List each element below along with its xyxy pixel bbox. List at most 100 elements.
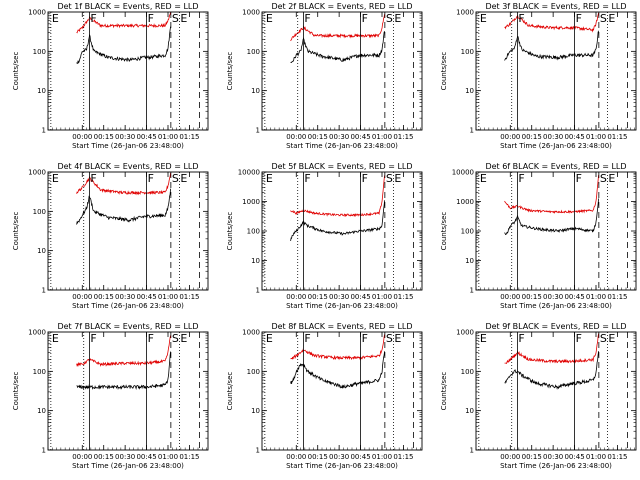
x-tick-label: 00:15 bbox=[522, 293, 542, 301]
marker-label: F bbox=[518, 332, 524, 345]
marker-label: S bbox=[386, 12, 393, 25]
x-tick-label: 00:30 bbox=[115, 293, 135, 301]
lld-series-line bbox=[504, 12, 599, 33]
marker-label: E bbox=[608, 172, 615, 185]
x-tick-label: 00:15 bbox=[308, 453, 328, 461]
x-tick-label: 00:45 bbox=[350, 453, 370, 461]
x-tick-label: 00:00 bbox=[72, 133, 92, 141]
x-tick-label: 01:15 bbox=[179, 453, 199, 461]
marker-label: F bbox=[148, 172, 154, 185]
x-tick-label: 00:15 bbox=[94, 293, 114, 301]
y-tick-label: 1000 bbox=[28, 9, 46, 17]
y-tick-label: 1000 bbox=[242, 9, 260, 17]
y-tick-label: 1 bbox=[470, 447, 474, 455]
marker-label: E bbox=[266, 332, 273, 345]
y-axis-label: Counts/sec bbox=[440, 52, 448, 91]
marker-label: E bbox=[394, 332, 401, 345]
y-tick-label: 100 bbox=[461, 48, 474, 56]
x-axis-label: Start Time (26-Jan-06 23:48:00) bbox=[72, 302, 184, 310]
x-tick-label: 01:00 bbox=[586, 453, 606, 461]
x-tick-label: 01:15 bbox=[607, 133, 627, 141]
y-tick-label: 100 bbox=[33, 368, 46, 376]
marker-label: E bbox=[394, 12, 401, 25]
y-tick-label: 1000 bbox=[456, 329, 474, 337]
marker-label: F bbox=[304, 332, 310, 345]
lld-series-line bbox=[76, 172, 171, 196]
marker-label: S bbox=[172, 12, 179, 25]
y-tick-label: 10 bbox=[465, 407, 474, 415]
marker-label: E bbox=[52, 172, 59, 185]
marker-label: E bbox=[480, 12, 487, 25]
y-tick-label: 1 bbox=[470, 287, 474, 295]
y-tick-label: 10000 bbox=[238, 169, 260, 177]
y-tick-label: 1000 bbox=[242, 329, 260, 337]
plot-frame bbox=[261, 171, 423, 291]
marker-label: E bbox=[52, 332, 59, 345]
marker-label: F bbox=[518, 12, 524, 25]
y-tick-label: 10 bbox=[37, 247, 46, 255]
y-tick-label: 100 bbox=[461, 368, 474, 376]
y-tick-label: 10000 bbox=[452, 169, 474, 177]
events-series-line bbox=[76, 26, 171, 64]
marker-label: F bbox=[362, 12, 368, 25]
y-tick-label: 1 bbox=[42, 447, 46, 455]
y-tick-label: 100 bbox=[461, 228, 474, 236]
x-tick-label: 00:30 bbox=[543, 133, 563, 141]
marker-label: F bbox=[304, 172, 310, 185]
x-tick-label: 00:15 bbox=[94, 453, 114, 461]
y-tick-label: 100 bbox=[247, 48, 260, 56]
marker-label: F bbox=[362, 332, 368, 345]
panel-title: Det 6f BLACK = Events, RED = LLD bbox=[485, 162, 626, 171]
x-tick-label: 01:15 bbox=[393, 133, 413, 141]
y-tick-label: 1000 bbox=[242, 198, 260, 206]
marker-label: F bbox=[90, 172, 96, 185]
plot-frame bbox=[475, 331, 637, 451]
x-tick-label: 01:00 bbox=[372, 293, 392, 301]
y-axis-label: Counts/sec bbox=[440, 372, 448, 411]
x-tick-label: 01:00 bbox=[586, 133, 606, 141]
x-tick-label: 00:45 bbox=[350, 133, 370, 141]
x-tick-label: 00:00 bbox=[72, 293, 92, 301]
events-series-line bbox=[290, 351, 385, 389]
marker-label: F bbox=[576, 12, 582, 25]
x-tick-label: 00:15 bbox=[94, 133, 114, 141]
marker-label: E bbox=[266, 12, 273, 25]
x-tick-label: 00:30 bbox=[115, 453, 135, 461]
y-tick-label: 100 bbox=[247, 228, 260, 236]
plot-frame bbox=[261, 11, 423, 131]
y-tick-label: 10 bbox=[251, 87, 260, 95]
x-tick-label: 00:45 bbox=[136, 453, 156, 461]
x-tick-label: 00:45 bbox=[564, 453, 584, 461]
y-axis-label: Counts/sec bbox=[12, 52, 20, 91]
y-tick-label: 1 bbox=[470, 127, 474, 135]
x-tick-label: 00:30 bbox=[543, 453, 563, 461]
events-series-line bbox=[504, 30, 599, 61]
marker-label: F bbox=[576, 332, 582, 345]
events-series-line bbox=[504, 351, 599, 390]
x-tick-label: 00:45 bbox=[564, 293, 584, 301]
panel-title: Det 2f BLACK = Events, RED = LLD bbox=[271, 2, 412, 11]
y-tick-label: 1 bbox=[256, 127, 260, 135]
plot-frame bbox=[261, 331, 423, 451]
y-tick-label: 100 bbox=[247, 368, 260, 376]
x-tick-label: 01:15 bbox=[607, 453, 627, 461]
x-axis-label: Start Time (26-Jan-06 23:48:00) bbox=[72, 142, 184, 150]
marker-label: E bbox=[480, 172, 487, 185]
y-tick-label: 100 bbox=[33, 48, 46, 56]
y-axis-label: Counts/sec bbox=[226, 52, 234, 91]
x-tick-label: 01:15 bbox=[607, 293, 627, 301]
x-tick-label: 00:00 bbox=[286, 133, 306, 141]
marker-label: S bbox=[600, 172, 607, 185]
marker-label: F bbox=[90, 12, 96, 25]
y-axis-label: Counts/sec bbox=[12, 372, 20, 411]
marker-label: E bbox=[180, 12, 187, 25]
x-axis-label: Start Time (26-Jan-06 23:48:00) bbox=[72, 462, 184, 470]
marker-label: E bbox=[52, 12, 59, 25]
marker-label: E bbox=[608, 12, 615, 25]
plot-frame bbox=[47, 331, 209, 451]
